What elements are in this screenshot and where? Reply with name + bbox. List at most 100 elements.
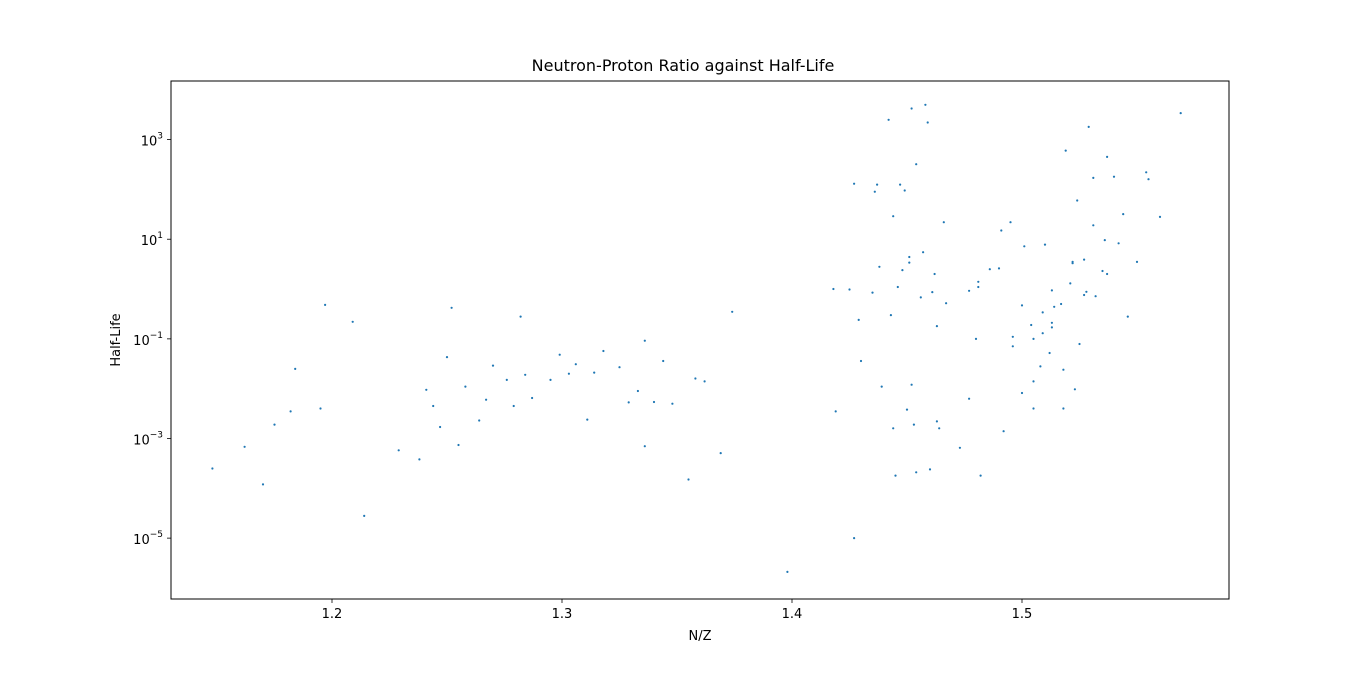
data-point <box>958 446 962 449</box>
data-point <box>418 458 421 461</box>
data-point <box>1092 176 1095 179</box>
data-point <box>1073 388 1076 391</box>
data-point <box>439 425 442 429</box>
y-tick-base: 10 <box>133 433 150 448</box>
data-point <box>928 468 932 471</box>
data-point <box>1106 155 1109 158</box>
data-point <box>889 314 893 317</box>
data-point <box>935 420 939 423</box>
data-point <box>919 296 922 299</box>
data-point <box>912 423 916 426</box>
data-point <box>1122 213 1125 216</box>
data-point <box>567 372 571 375</box>
data-point <box>294 367 297 370</box>
x-axis-label: N/Z <box>688 629 711 644</box>
data-point <box>1145 171 1148 174</box>
data-point <box>878 265 881 268</box>
data-point <box>397 449 400 452</box>
data-point <box>1094 295 1097 298</box>
data-point <box>1041 332 1044 335</box>
data-point <box>289 410 292 413</box>
data-point <box>694 377 697 380</box>
data-point <box>1106 272 1109 276</box>
data-point <box>933 272 936 276</box>
data-point <box>512 404 515 408</box>
data-point <box>662 359 665 363</box>
data-point <box>968 289 971 292</box>
data-point <box>1039 365 1042 368</box>
data-point <box>1117 242 1120 245</box>
data-point <box>1032 380 1035 383</box>
data-point <box>931 291 934 294</box>
data-point <box>478 419 481 422</box>
data-point <box>1048 351 1051 355</box>
data-point <box>1147 178 1150 181</box>
data-point <box>719 452 722 455</box>
data-point <box>935 325 939 328</box>
points-layer <box>211 103 1182 574</box>
data-point <box>901 269 904 272</box>
data-point <box>1126 315 1129 318</box>
x-tick-label: 1.4 <box>782 607 803 622</box>
data-point <box>988 268 991 271</box>
data-point <box>853 182 856 185</box>
data-point <box>887 118 890 121</box>
x-tick-label: 1.5 <box>1012 607 1033 622</box>
data-point <box>1062 368 1065 371</box>
y-tick-exponent: −1 <box>150 331 163 341</box>
data-point <box>319 407 322 410</box>
data-point <box>450 306 453 309</box>
data-point <box>853 537 856 540</box>
data-point <box>1069 282 1072 285</box>
data-point <box>491 364 495 367</box>
data-point <box>915 471 918 474</box>
data-point <box>731 310 734 313</box>
data-point <box>924 103 927 106</box>
data-point <box>687 478 690 481</box>
data-point <box>1032 407 1035 410</box>
data-point <box>1043 243 1047 246</box>
y-tick-label: 101 <box>141 231 163 249</box>
data-point <box>922 251 925 254</box>
data-point <box>1020 391 1024 395</box>
data-point <box>1078 342 1081 346</box>
data-point <box>211 467 214 470</box>
data-point <box>832 287 835 291</box>
data-point <box>243 445 246 448</box>
data-point <box>1050 326 1053 329</box>
data-point <box>1076 199 1079 202</box>
data-point <box>1112 175 1116 178</box>
data-point <box>938 427 941 430</box>
data-point <box>871 291 874 294</box>
data-point <box>968 397 971 400</box>
data-point <box>979 474 982 477</box>
data-point <box>351 320 354 323</box>
y-tick-label: 10−1 <box>133 331 163 349</box>
data-point <box>834 410 837 413</box>
data-point <box>1041 311 1044 314</box>
data-point <box>524 373 527 376</box>
data-point <box>652 400 656 404</box>
data-point <box>671 402 674 405</box>
data-point <box>905 408 909 411</box>
data-point <box>1011 335 1014 338</box>
data-point <box>703 380 706 383</box>
y-tick-label: 10−3 <box>133 430 163 448</box>
y-tick-exponent: −3 <box>150 430 163 440</box>
data-point <box>945 302 948 305</box>
plot-frame <box>170 80 1230 600</box>
data-point <box>977 285 980 289</box>
data-point <box>1083 258 1086 261</box>
chart-title: Neutron-Proton Ratio against Half-Life <box>531 56 835 75</box>
data-point <box>899 183 902 186</box>
data-point <box>445 356 449 359</box>
data-point <box>363 514 366 518</box>
y-tick-base: 10 <box>133 533 150 548</box>
data-point <box>910 107 913 110</box>
data-point <box>1009 221 1012 224</box>
data-point <box>942 221 945 224</box>
data-point <box>1020 304 1024 307</box>
data-point <box>1071 260 1074 263</box>
data-point <box>997 267 1001 270</box>
